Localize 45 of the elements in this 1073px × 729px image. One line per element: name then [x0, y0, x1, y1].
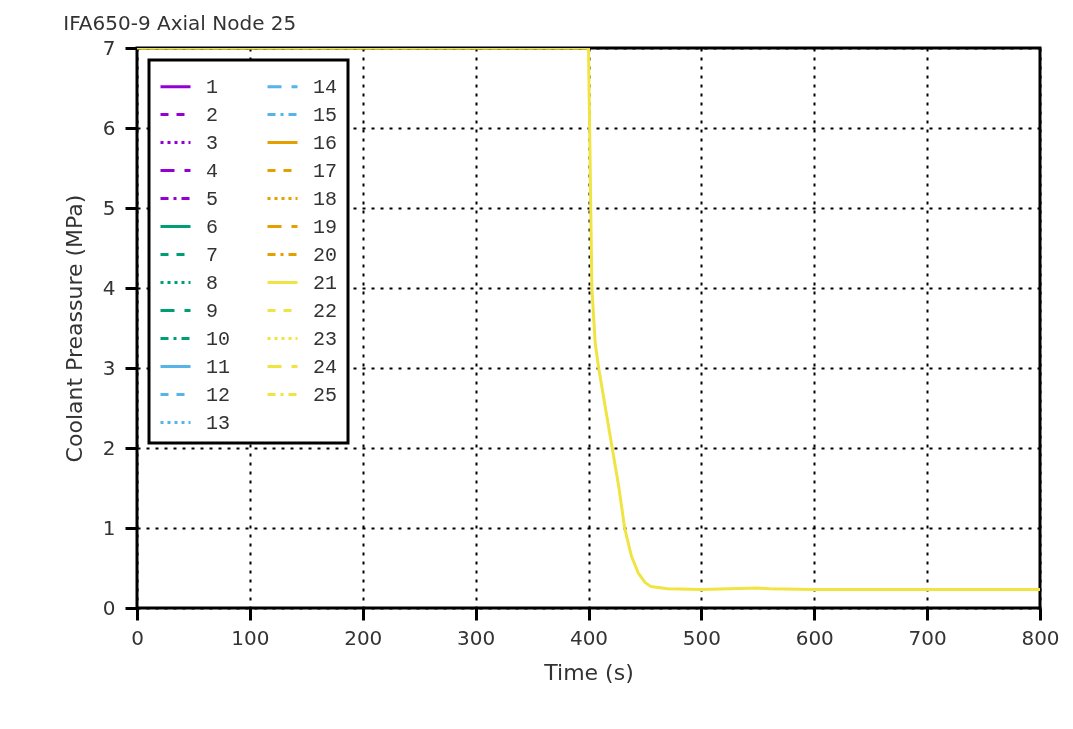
legend-label: 20: [313, 243, 338, 267]
legend-label: 6: [206, 215, 219, 239]
legend-label: 4: [206, 159, 219, 183]
legend-label: 18: [313, 187, 338, 211]
y-tick-label: 6: [102, 115, 116, 140]
x-tick-label: 400: [569, 625, 609, 650]
legend-label: 9: [206, 299, 219, 323]
x-tick-label: 700: [908, 625, 947, 650]
x-axis-title: Time (s): [543, 659, 634, 685]
x-tick-label: 200: [344, 625, 383, 650]
legend-label: 23: [313, 327, 338, 351]
legend-label: 16: [313, 131, 338, 155]
legend-label: 19: [313, 215, 338, 239]
x-tick-label: 600: [795, 625, 834, 650]
y-tick-label: 2: [102, 435, 116, 460]
y-tick-label: 7: [102, 35, 116, 60]
legend-label: 11: [206, 355, 231, 379]
x-tick-label: 100: [231, 625, 270, 650]
x-tick-label: 500: [682, 625, 721, 650]
legend-label: 10: [206, 327, 231, 351]
y-tick-label: 5: [102, 195, 116, 220]
legend-label: 13: [206, 411, 231, 435]
legend-label: 17: [313, 159, 338, 183]
legend-label: 12: [206, 383, 231, 407]
y-tick-label: 4: [102, 275, 116, 300]
legend-label: 3: [206, 131, 219, 155]
legend-label: 5: [206, 187, 219, 211]
x-tick-label: 800: [1021, 625, 1060, 650]
legend-label: 15: [313, 103, 338, 127]
x-tick-label: 300: [457, 625, 496, 650]
legend-label: 21: [313, 271, 338, 295]
chart-title: IFA650-9 Axial Node 25: [63, 11, 297, 35]
legend-label: 25: [313, 383, 338, 407]
x-tick-label: 0: [131, 625, 144, 650]
y-tick-label: 0: [102, 595, 116, 620]
legend-label: 24: [313, 355, 338, 379]
legend-label: 7: [206, 243, 219, 267]
legend-label: 8: [206, 271, 219, 295]
legend-label: 14: [313, 75, 338, 99]
y-tick-label: 1: [102, 515, 116, 540]
y-axis-title: Coolant Preassure (MPa): [61, 194, 87, 463]
y-tick-label: 3: [102, 355, 116, 380]
legend-label: 2: [206, 103, 219, 127]
legend-label: 22: [313, 299, 338, 323]
legend-label: 1: [206, 75, 219, 99]
